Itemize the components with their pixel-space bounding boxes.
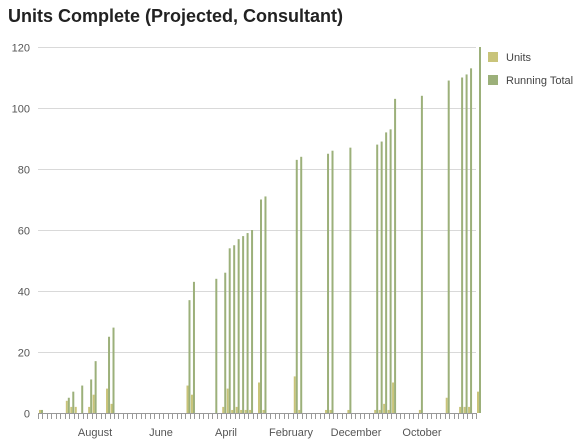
running-total-bar: [470, 68, 473, 413]
units-bar: [418, 409, 421, 413]
running-total-bar: [327, 153, 330, 413]
units-bar: [222, 406, 225, 413]
running-total-bar: [349, 147, 352, 413]
y-tick-label: 120: [12, 43, 30, 55]
y-axis-labels: 0 20 40 60 80 100 120: [12, 43, 30, 421]
units-bar: [240, 409, 243, 413]
units-bar: [387, 409, 390, 413]
units-bar: [392, 382, 395, 413]
running-total-bar: [246, 233, 249, 413]
units-bar: [468, 406, 471, 413]
running-total-bar: [90, 379, 93, 413]
y-tick-label: 20: [18, 348, 30, 360]
units-bar: [106, 388, 109, 413]
x-tick-label: December: [331, 427, 382, 439]
running-total-bar: [331, 150, 334, 413]
units-bar: [477, 391, 479, 413]
running-total-bar: [112, 327, 115, 413]
running-total-bar: [295, 159, 298, 413]
units-bar: [39, 409, 41, 413]
units-bar: [226, 388, 229, 413]
x-tick-label: February: [269, 427, 314, 439]
running-total-bar: [242, 236, 245, 413]
x-tick-label: April: [215, 427, 237, 439]
legend-label: Units: [506, 52, 532, 64]
units-bar: [231, 409, 234, 413]
units-bar: [258, 382, 260, 413]
units-bar: [74, 406, 77, 413]
running-total-bar: [192, 281, 195, 413]
units-bar: [235, 406, 238, 413]
running-total-bar: [447, 80, 450, 414]
units-bar: [374, 409, 377, 413]
units-bar: [186, 385, 189, 413]
running-total-bar: [389, 129, 392, 413]
running-total-bar: [224, 272, 227, 413]
running-total-bar: [376, 144, 379, 413]
bars: [39, 47, 481, 414]
units-bar: [88, 406, 91, 413]
units-bar: [378, 409, 381, 413]
running-total-bar: [461, 77, 464, 413]
gridlines: [38, 47, 476, 353]
units-bar: [383, 403, 386, 413]
y-tick-label: 60: [18, 226, 30, 238]
running-total-bar: [300, 156, 303, 414]
x-tick-label: August: [78, 427, 112, 439]
legend-label: Running Total: [506, 75, 573, 87]
running-total-bar: [108, 336, 111, 413]
chart-title: Units Complete (Projected, Consultant): [8, 6, 344, 26]
units-bar: [347, 409, 350, 413]
units-bar: [244, 409, 247, 413]
units-bar: [70, 406, 73, 413]
units-bar: [325, 409, 328, 413]
running-total-bar: [215, 278, 218, 413]
y-tick-label: 80: [18, 165, 30, 177]
y-tick-label: 40: [18, 287, 30, 299]
legend: Units Running Total: [488, 52, 573, 87]
running-total-bar: [233, 245, 236, 413]
running-total-bar: [81, 385, 84, 413]
running-total-bar: [251, 230, 254, 413]
running-total-bar: [228, 248, 231, 413]
units-bar: [262, 409, 265, 413]
running-total-bar: [94, 361, 97, 413]
units-bar: [459, 406, 462, 413]
y-tick-label: 0: [24, 409, 30, 421]
running-total-bar: [465, 74, 468, 413]
x-tick-label: June: [149, 427, 173, 439]
units-bar: [293, 376, 296, 413]
running-total-bar: [188, 300, 191, 413]
units-bar: [463, 406, 466, 413]
running-total-bar: [237, 239, 240, 413]
units-bar: [249, 409, 252, 413]
running-total-bar: [260, 199, 262, 413]
units-bar: [190, 394, 193, 413]
running-total-bar: [380, 141, 383, 414]
x-axis-labels: August June April February December October: [78, 427, 442, 439]
units-bar: [329, 409, 332, 413]
x-axis: [38, 413, 477, 419]
running-total-bar: [385, 132, 388, 413]
running-total-bar: [264, 196, 267, 413]
running-total-bar: [72, 391, 75, 413]
units-bar: [65, 400, 68, 413]
y-tick-label: 100: [12, 104, 30, 116]
units-bar: [92, 394, 95, 413]
running-total-bar: [41, 409, 43, 413]
legend-swatch: [488, 52, 498, 62]
legend-swatch: [488, 75, 498, 85]
units-bar: [110, 403, 113, 413]
running-total-bar: [394, 98, 397, 413]
running-total-bar: [420, 95, 423, 414]
running-total-bar: [479, 47, 481, 413]
units-bar: [298, 409, 301, 413]
x-tick-label: October: [402, 427, 441, 439]
units-bar: [445, 397, 448, 413]
running-total-bar: [67, 397, 70, 413]
